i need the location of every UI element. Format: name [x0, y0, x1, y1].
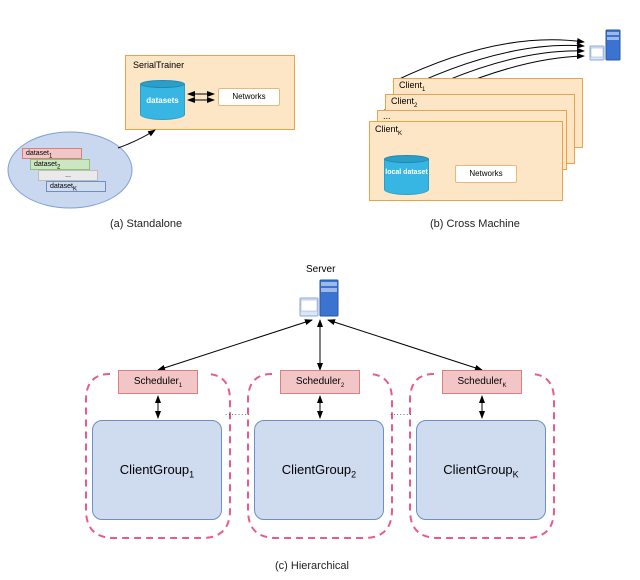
- caption-b: (b) Cross Machine: [430, 218, 520, 230]
- clientgroupK-label: ClientGroup: [443, 462, 512, 477]
- client1-label: Client1: [399, 80, 425, 93]
- datasetK-sub: K: [73, 186, 77, 192]
- networks-label-b: Networks: [469, 169, 502, 178]
- dataset-strip-2: dataset2: [30, 159, 90, 170]
- schedulerK-label: Scheduler: [457, 376, 502, 387]
- schedulerK-k: K: [503, 383, 507, 389]
- dataset-strip-3: ...: [38, 170, 98, 181]
- caption-a: (a) Standalone: [110, 218, 182, 230]
- scheduler-2: Scheduler2: [280, 370, 360, 394]
- scheduler1-k: 1: [179, 383, 182, 389]
- dataset-strip-4: datasetK: [46, 181, 106, 192]
- caption-c: (c) Hierarchical: [275, 560, 349, 572]
- clientgroup1-k: 1: [189, 470, 194, 480]
- scheduler2-k: 2: [341, 383, 344, 389]
- datasets-cyl-label: datasets: [140, 96, 185, 105]
- datasetK-label: dataset: [50, 183, 73, 190]
- clientK-k: K: [398, 131, 402, 137]
- scheduler1-label: Scheduler: [134, 376, 179, 387]
- dataset-strip-1: dataset1: [22, 148, 82, 159]
- dataset1-label: dataset: [26, 150, 49, 157]
- dataset3-label: ...: [65, 172, 71, 179]
- clientgroup1-label: ClientGroup: [120, 462, 189, 477]
- server-label-c: Server: [306, 264, 335, 275]
- datasets-cylinder: datasets: [140, 80, 185, 120]
- scheduler-K: SchedulerK: [442, 370, 522, 394]
- clientgroup-1: ClientGroup1: [92, 420, 222, 520]
- clientgroup-2: ClientGroup2: [254, 420, 384, 520]
- scheduler2-label: Scheduler: [296, 376, 341, 387]
- local-dataset-cylinder: local dataset: [384, 155, 429, 195]
- networks-box-b: Networks: [455, 165, 517, 183]
- dataset2-label: dataset: [34, 161, 57, 168]
- clientgroupK-k: K: [513, 470, 519, 480]
- dots-23: .......: [390, 408, 413, 417]
- client1-text: Client: [399, 80, 422, 90]
- clientK-label: ClientK: [375, 124, 402, 137]
- clientgroup2-k: 2: [351, 470, 356, 480]
- dots-12: ........: [225, 408, 251, 417]
- networks-label-a: Networks: [232, 92, 265, 101]
- clientK-text: Client: [375, 124, 398, 134]
- client2-label: Client2: [391, 96, 417, 109]
- clientgroup-K: ClientGroupK: [416, 420, 546, 520]
- client3-label: ...: [383, 111, 391, 121]
- client2-k: 2: [414, 103, 417, 109]
- client2-text: Client: [391, 96, 414, 106]
- scheduler-1: Scheduler1: [118, 370, 198, 394]
- local-dataset-label: local dataset: [384, 168, 429, 177]
- networks-box-a: Networks: [218, 88, 280, 106]
- client1-k: 1: [422, 87, 425, 93]
- serialtrainer-label: SerialTrainer: [133, 60, 184, 70]
- clientgroup2-label: ClientGroup: [282, 462, 351, 477]
